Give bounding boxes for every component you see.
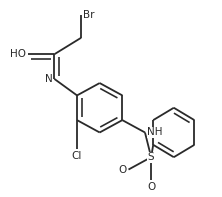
Text: Br: Br [83, 10, 95, 20]
Text: O: O [118, 164, 127, 175]
Text: N: N [45, 74, 52, 84]
Text: S: S [148, 152, 155, 162]
Text: HO: HO [10, 49, 26, 59]
Text: O: O [147, 182, 155, 192]
Text: NH: NH [147, 127, 163, 138]
Text: Cl: Cl [72, 151, 82, 161]
